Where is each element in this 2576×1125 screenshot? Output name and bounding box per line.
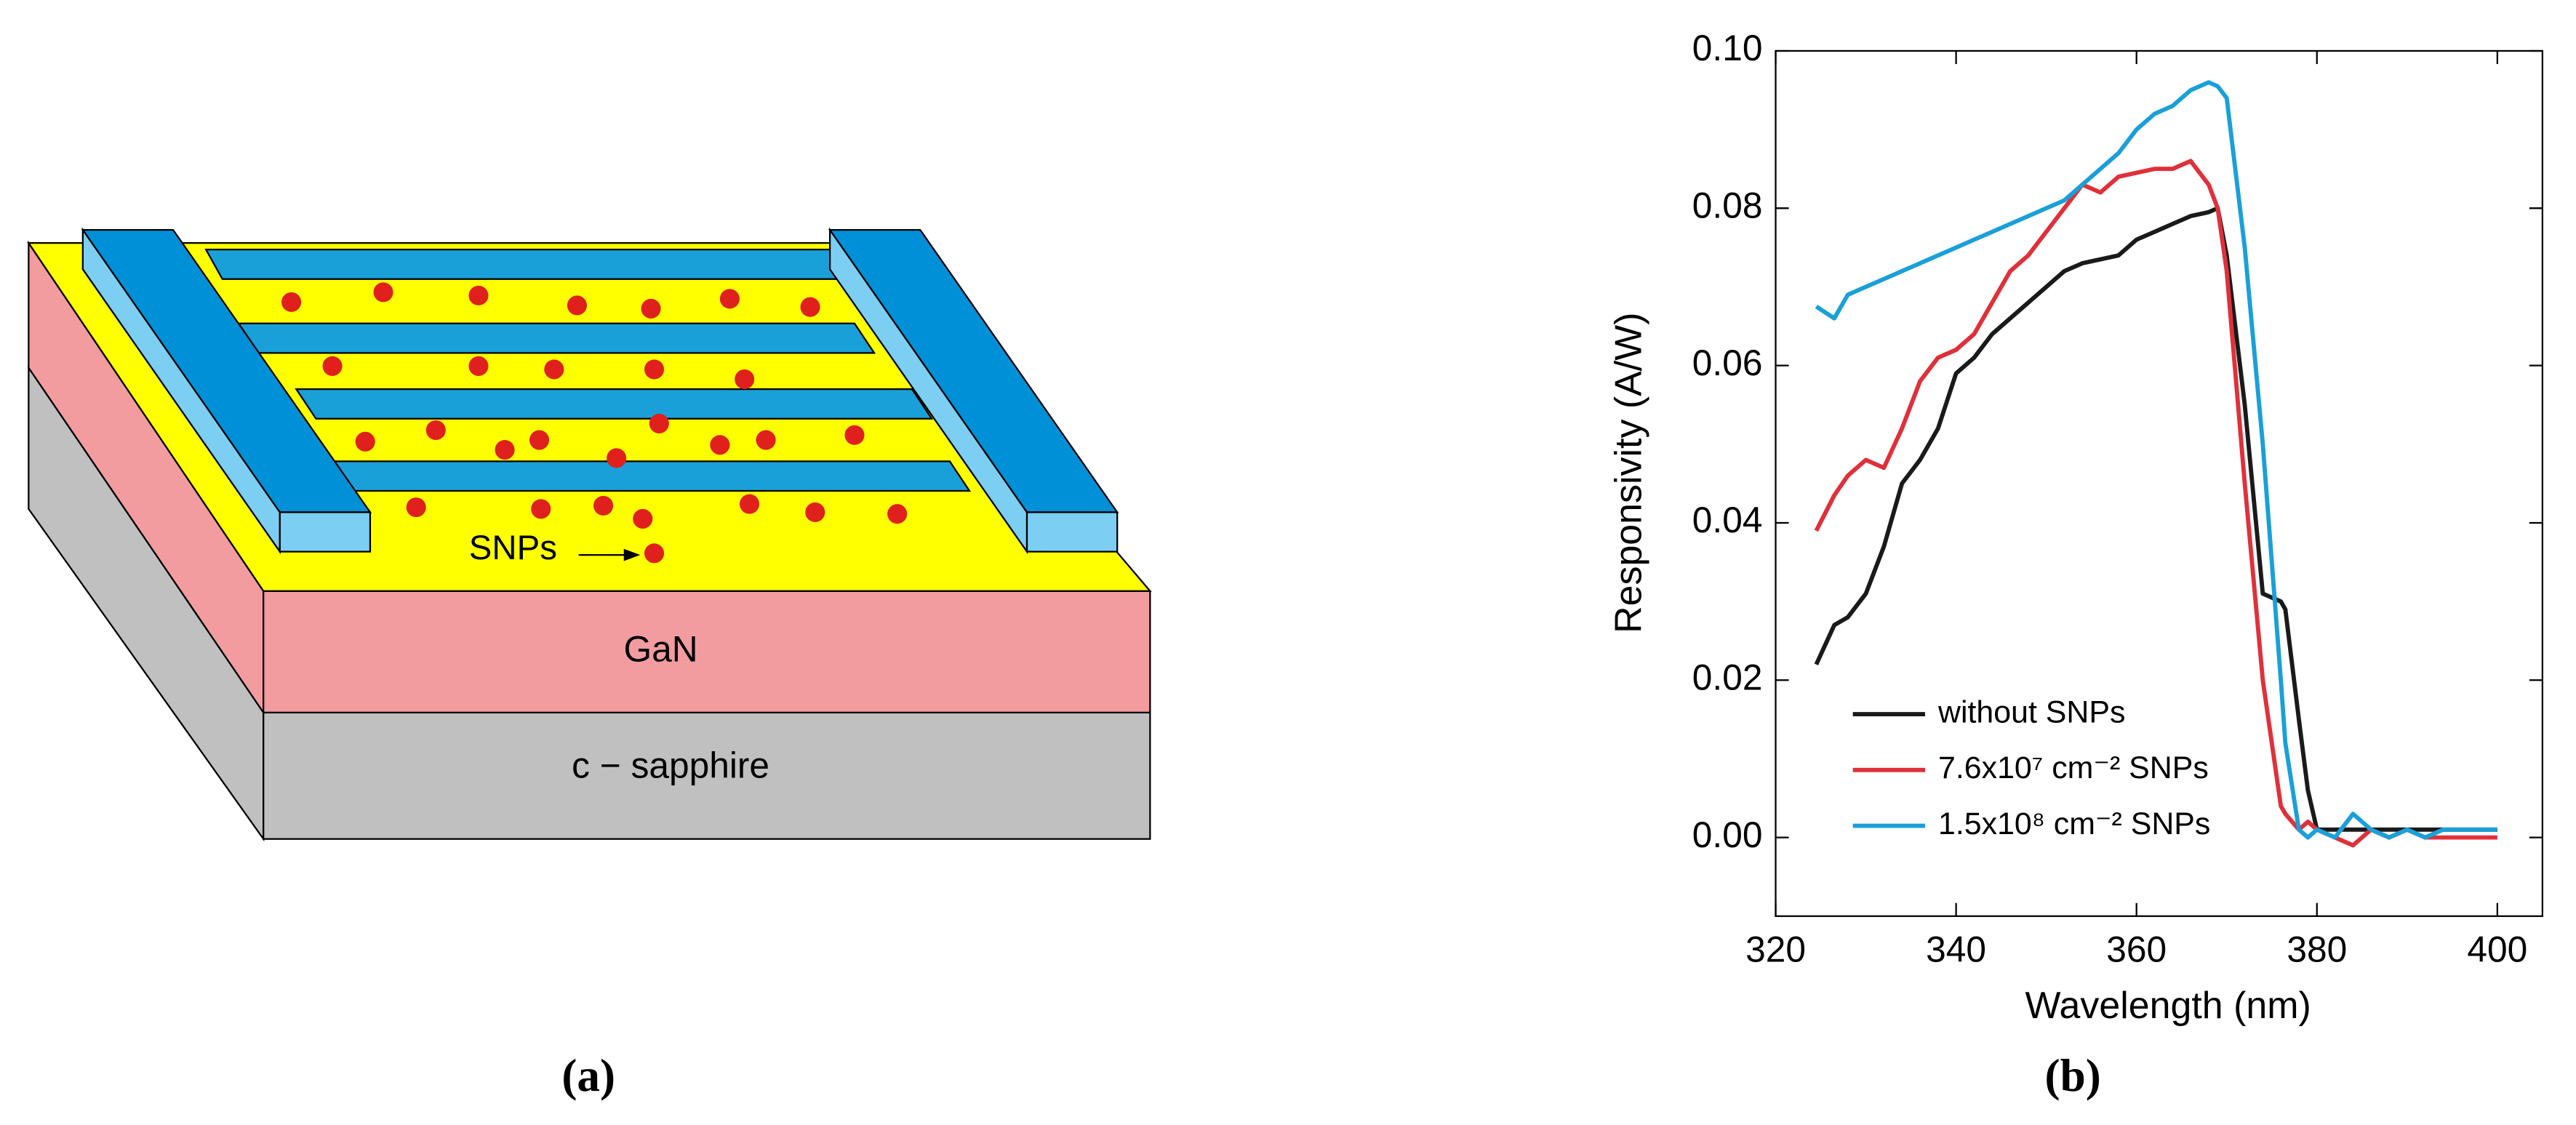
nanoparticle [322, 356, 343, 377]
nanoparticle [355, 431, 375, 452]
arrow-head [623, 548, 641, 561]
nanoparticle [644, 543, 665, 564]
nanoparticle [567, 295, 587, 316]
nanoparticle [593, 495, 614, 516]
x-axis-title: Wavelength (nm) [2025, 985, 2311, 1027]
nanoparticle [844, 425, 865, 445]
x-tick-label: 360 [2106, 929, 2167, 970]
y-tick-label: 0.08 [1692, 185, 1763, 225]
x-tick-label: 340 [1926, 929, 1986, 970]
electrode-front [279, 511, 372, 553]
nanoparticle [756, 430, 776, 450]
nanoparticle [649, 413, 669, 434]
x-tick-label: 400 [2467, 929, 2527, 970]
series-line [1814, 206, 2497, 832]
nanoparticle [495, 440, 515, 460]
nanoparticle [281, 292, 302, 312]
nanoparticle [468, 285, 489, 305]
plot-frame [1775, 49, 2544, 917]
nanoparticle [805, 502, 825, 522]
nanoparticle [468, 356, 489, 377]
y-tick-label: 0.06 [1692, 343, 1763, 383]
nanoparticle [644, 359, 665, 380]
y-axis-title: Responsivity (A/W) [1608, 313, 1650, 633]
nanoparticle [641, 298, 661, 319]
device-diagram [27, 227, 1152, 842]
y-tick-label: 0.02 [1692, 657, 1763, 697]
finger [204, 249, 848, 280]
x-tick-label: 380 [2287, 929, 2347, 970]
substrate-label: c − sapphire [572, 745, 769, 786]
finger [327, 460, 972, 492]
nanoparticle [373, 282, 393, 303]
nanoparticle [544, 359, 564, 380]
nanoparticle [719, 289, 740, 309]
y-tick-label: 0.00 [1692, 814, 1763, 855]
caption: (b) [2045, 1050, 2101, 1101]
nanoparticle [633, 508, 653, 529]
electrode-front [1025, 511, 1119, 553]
gan-label: GaN [624, 628, 698, 669]
nanoparticle [710, 435, 730, 455]
legend-label: 7.6x10⁷ cm⁻² SNPs [1938, 750, 2209, 785]
series-line [1815, 80, 2497, 840]
substrate-front [263, 711, 1151, 840]
caption: (a) [561, 1050, 615, 1101]
x-tick-label: 320 [1745, 929, 1806, 970]
nanoparticle [406, 497, 426, 518]
snps-label: SNPs [469, 529, 557, 567]
nanoparticle [735, 369, 755, 390]
y-tick-label: 0.04 [1692, 500, 1763, 540]
legend-label: 1.5x10⁸ cm⁻² SNPs [1938, 806, 2210, 841]
gan-front [263, 590, 1151, 713]
finger [295, 388, 934, 420]
nanoparticle [531, 499, 551, 519]
nanoparticle [739, 494, 760, 514]
finger [237, 322, 876, 354]
nanoparticle [607, 448, 627, 468]
nanoparticle [425, 420, 446, 441]
nanoparticle [529, 430, 550, 450]
legend-label: without SNPs [1937, 694, 2125, 729]
nanoparticle [887, 504, 908, 524]
nanoparticle [800, 297, 820, 317]
y-tick-label: 0.10 [1692, 28, 1763, 68]
